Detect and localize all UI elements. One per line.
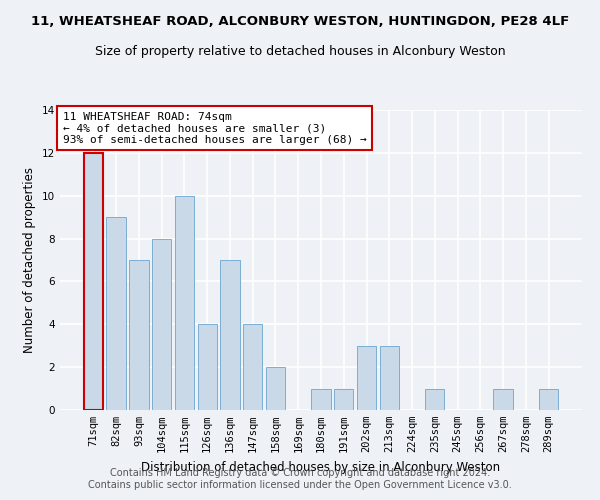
Bar xyxy=(152,238,172,410)
Bar xyxy=(493,388,513,410)
Text: Size of property relative to detached houses in Alconbury Weston: Size of property relative to detached ho… xyxy=(95,45,505,58)
X-axis label: Distribution of detached houses by size in Alconbury Weston: Distribution of detached houses by size … xyxy=(142,460,500,473)
Bar xyxy=(129,260,149,410)
Y-axis label: Number of detached properties: Number of detached properties xyxy=(23,167,37,353)
Bar xyxy=(311,388,331,410)
Bar xyxy=(84,153,103,410)
Bar xyxy=(380,346,399,410)
Bar xyxy=(539,388,558,410)
Text: 11, WHEATSHEAF ROAD, ALCONBURY WESTON, HUNTINGDON, PE28 4LF: 11, WHEATSHEAF ROAD, ALCONBURY WESTON, H… xyxy=(31,15,569,28)
Bar xyxy=(220,260,239,410)
Text: 11 WHEATSHEAF ROAD: 74sqm
← 4% of detached houses are smaller (3)
93% of semi-de: 11 WHEATSHEAF ROAD: 74sqm ← 4% of detach… xyxy=(62,112,367,144)
Text: Contains HM Land Registry data © Crown copyright and database right 2024.
Contai: Contains HM Land Registry data © Crown c… xyxy=(88,468,512,490)
Bar xyxy=(425,388,445,410)
Bar xyxy=(357,346,376,410)
Bar xyxy=(334,388,353,410)
Bar xyxy=(175,196,194,410)
Bar xyxy=(106,217,126,410)
Bar xyxy=(243,324,262,410)
Bar xyxy=(266,367,285,410)
Bar xyxy=(197,324,217,410)
